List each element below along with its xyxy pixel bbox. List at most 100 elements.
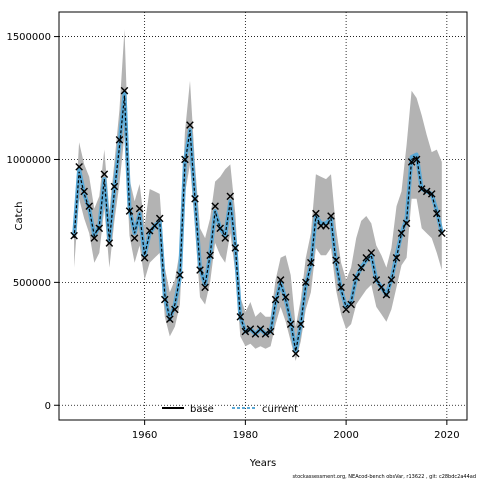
observed-point xyxy=(347,300,355,309)
observed-point xyxy=(236,312,245,321)
observed-point xyxy=(327,212,335,220)
observed-point-stroke xyxy=(296,320,305,328)
observed-point xyxy=(135,204,144,213)
observed-point-stroke xyxy=(231,244,240,252)
observed-point xyxy=(155,214,164,223)
observed-point xyxy=(322,222,330,230)
observed-point-stroke xyxy=(312,209,320,218)
observed-point-stroke xyxy=(140,253,149,262)
observed-point xyxy=(186,121,194,129)
observed-point xyxy=(211,202,219,210)
observed-point-stroke xyxy=(327,212,335,220)
observed-point-stroke xyxy=(236,312,245,321)
observed-point-stroke xyxy=(226,192,235,201)
observed-point xyxy=(397,229,406,237)
observed-point-stroke xyxy=(85,202,94,210)
observed-point-stroke xyxy=(261,330,270,338)
observed-point-stroke xyxy=(246,325,255,333)
plot-frame xyxy=(58,11,468,421)
observed-point-stroke xyxy=(302,278,310,287)
observed-point-stroke xyxy=(422,187,431,196)
x-tick-label: 2020 xyxy=(434,430,459,441)
observed-point xyxy=(80,187,88,196)
observed-point xyxy=(291,349,300,358)
observed-point xyxy=(100,170,109,179)
observed-point-stroke xyxy=(347,300,355,309)
observed-point xyxy=(332,256,340,265)
observed-point-stroke xyxy=(241,327,250,336)
observed-point xyxy=(402,219,411,228)
observed-point xyxy=(226,192,235,201)
observed-point-stroke xyxy=(80,187,88,196)
y-tick-label: 0 xyxy=(45,401,51,412)
observed-point xyxy=(125,207,134,215)
observed-point xyxy=(261,330,270,338)
observed-point xyxy=(231,244,240,252)
observed-point xyxy=(120,86,129,95)
grid xyxy=(59,12,467,420)
observed-point-stroke xyxy=(211,202,219,210)
observed-point-stroke xyxy=(125,207,134,215)
observed-point xyxy=(271,295,280,304)
observed-point-stroke xyxy=(95,224,104,233)
observed-point xyxy=(75,163,83,171)
observed-point-stroke xyxy=(181,155,189,164)
observed-point-stroke xyxy=(191,195,199,203)
observed-point xyxy=(438,229,446,237)
confidence-band xyxy=(74,29,442,361)
observed-point-stroke xyxy=(357,263,366,272)
legend-label-base: base xyxy=(190,404,214,415)
observed-point xyxy=(422,187,431,196)
observed-point-stroke xyxy=(432,209,441,218)
observed-point xyxy=(407,158,416,166)
observed-point-stroke xyxy=(382,290,391,299)
observed-point-stroke xyxy=(135,204,144,213)
observed-point-stroke xyxy=(196,266,204,274)
legend-label-current: current xyxy=(262,404,298,415)
observed-point-stroke xyxy=(70,231,78,240)
observed-point-stroke xyxy=(266,327,275,336)
observed-point-stroke xyxy=(150,222,159,230)
observed-point-stroke xyxy=(120,86,129,95)
x-tick-label: 2000 xyxy=(333,430,358,441)
x-tick-label: 1960 xyxy=(132,430,157,441)
observed-point xyxy=(206,251,214,260)
observed-point xyxy=(307,258,315,267)
observed-point-stroke xyxy=(412,155,421,164)
observed-point-stroke xyxy=(307,258,315,267)
observed-point xyxy=(412,155,421,164)
observed-point-stroke xyxy=(407,158,416,166)
observed-point-stroke xyxy=(397,229,406,237)
observed-point xyxy=(171,305,179,314)
observed-point xyxy=(166,315,174,324)
observed-point-stroke xyxy=(216,224,224,233)
observed-point xyxy=(266,327,275,336)
observed-point-stroke xyxy=(372,276,381,284)
observed-point xyxy=(221,234,230,242)
observed-points xyxy=(70,86,446,358)
observed-point xyxy=(337,283,345,292)
y-axis-title: Catch xyxy=(14,202,25,231)
observed-point xyxy=(95,224,104,233)
observed-point xyxy=(130,234,139,242)
observed-point xyxy=(85,202,94,210)
observed-point-stroke xyxy=(392,253,401,262)
observed-point-stroke xyxy=(100,170,109,179)
y-tick-label: 500000 xyxy=(13,278,51,289)
observed-point xyxy=(352,273,360,282)
observed-point-stroke xyxy=(75,163,83,171)
observed-point-stroke xyxy=(417,185,426,193)
observed-point xyxy=(372,276,381,284)
observed-point xyxy=(70,231,78,240)
observed-point xyxy=(105,239,114,247)
observed-point-stroke xyxy=(276,276,285,284)
observed-point-stroke xyxy=(201,283,209,292)
observed-point xyxy=(286,320,295,328)
observed-point-stroke xyxy=(110,182,119,191)
observed-point-stroke xyxy=(322,222,330,230)
x-tick-label: 1980 xyxy=(233,430,258,441)
observed-point-stroke xyxy=(105,239,114,247)
observed-point-stroke xyxy=(427,190,436,198)
observed-point-stroke xyxy=(286,320,295,328)
